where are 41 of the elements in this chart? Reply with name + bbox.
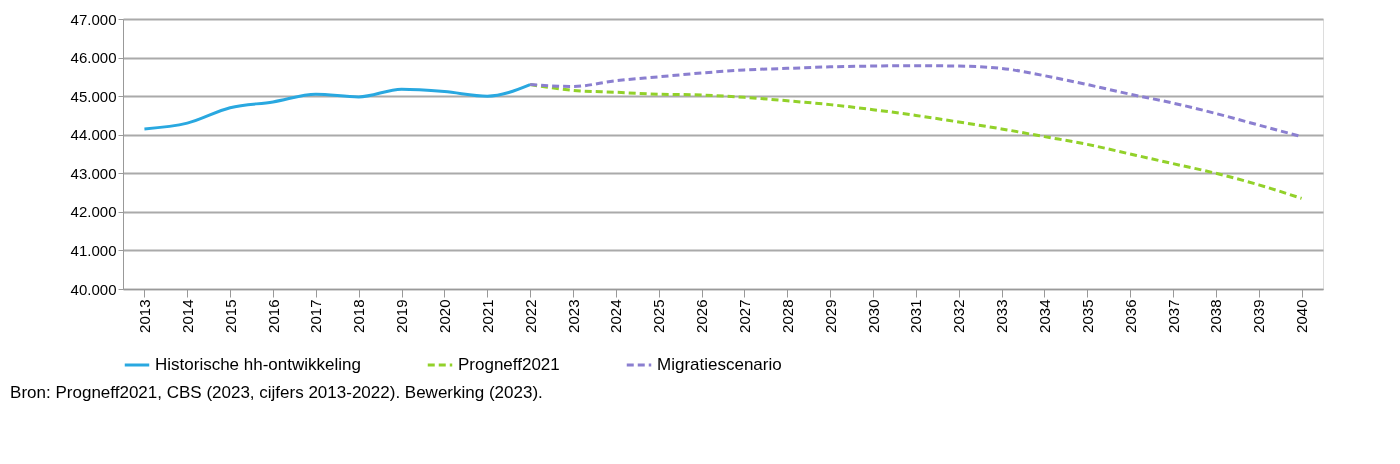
y-tick-label: 46.000 bbox=[70, 49, 117, 67]
x-tick-label: 2037 bbox=[1164, 299, 1182, 333]
x-tick-label: 2031 bbox=[907, 299, 925, 333]
x-tick-label: 2028 bbox=[778, 299, 796, 333]
text: Bron: Progneff2021, CBS (2023, cijfers 2013-2022). Bewerking (2023). bbox=[10, 383, 543, 402]
y-tick-label: 47.000 bbox=[70, 10, 117, 28]
x-tick-label: 2018 bbox=[350, 299, 368, 333]
x-tick-label: 2022 bbox=[521, 299, 539, 333]
x-tick-label: 2035 bbox=[1078, 299, 1096, 333]
x-tick-label: 2030 bbox=[864, 299, 882, 333]
legend-label: Migratiescenario bbox=[657, 355, 782, 374]
y-tick-label: 44.000 bbox=[70, 126, 117, 144]
y-tick-label: 40.000 bbox=[70, 280, 117, 298]
y-tick-label: 43.000 bbox=[70, 164, 117, 182]
x-tick-label: 2038 bbox=[1207, 299, 1225, 333]
line-series bbox=[142, 83, 532, 131]
x-tick-label: 2026 bbox=[693, 299, 711, 333]
x-tick-label: 2032 bbox=[950, 299, 968, 333]
x-tick-label: 2014 bbox=[178, 299, 196, 333]
x-tick-label: 2040 bbox=[1293, 299, 1311, 333]
x-tick-label: 2029 bbox=[821, 299, 839, 333]
x-tick-label: 2033 bbox=[993, 299, 1011, 333]
x-tick-label: 2020 bbox=[435, 299, 453, 333]
x-tick-label: 2015 bbox=[221, 299, 239, 333]
y-tick-label: 41.000 bbox=[70, 241, 117, 259]
x-tick-label: 2036 bbox=[1121, 299, 1139, 333]
x-tick-label: 2025 bbox=[650, 299, 668, 333]
x-tick-label: 2024 bbox=[607, 299, 625, 333]
x-tick-label: 2021 bbox=[478, 299, 496, 333]
x-tick-label: 2034 bbox=[1035, 299, 1053, 333]
y-tick-label: 42.000 bbox=[70, 203, 117, 221]
x-tick-label: 2016 bbox=[264, 299, 282, 333]
x-tick-label: 2039 bbox=[1250, 299, 1268, 333]
x-tick-label: 2013 bbox=[135, 299, 153, 333]
x-tick-label: 2023 bbox=[564, 299, 582, 333]
legend-label: Progneff2021 bbox=[458, 355, 560, 374]
legend-label: Historische hh-ontwikkeling bbox=[155, 355, 361, 374]
x-tick-label: 2027 bbox=[735, 299, 753, 333]
y-tick-label: 45.000 bbox=[70, 87, 117, 105]
x-tick-label: 2017 bbox=[307, 299, 325, 333]
x-tick-label: 2019 bbox=[393, 299, 411, 333]
